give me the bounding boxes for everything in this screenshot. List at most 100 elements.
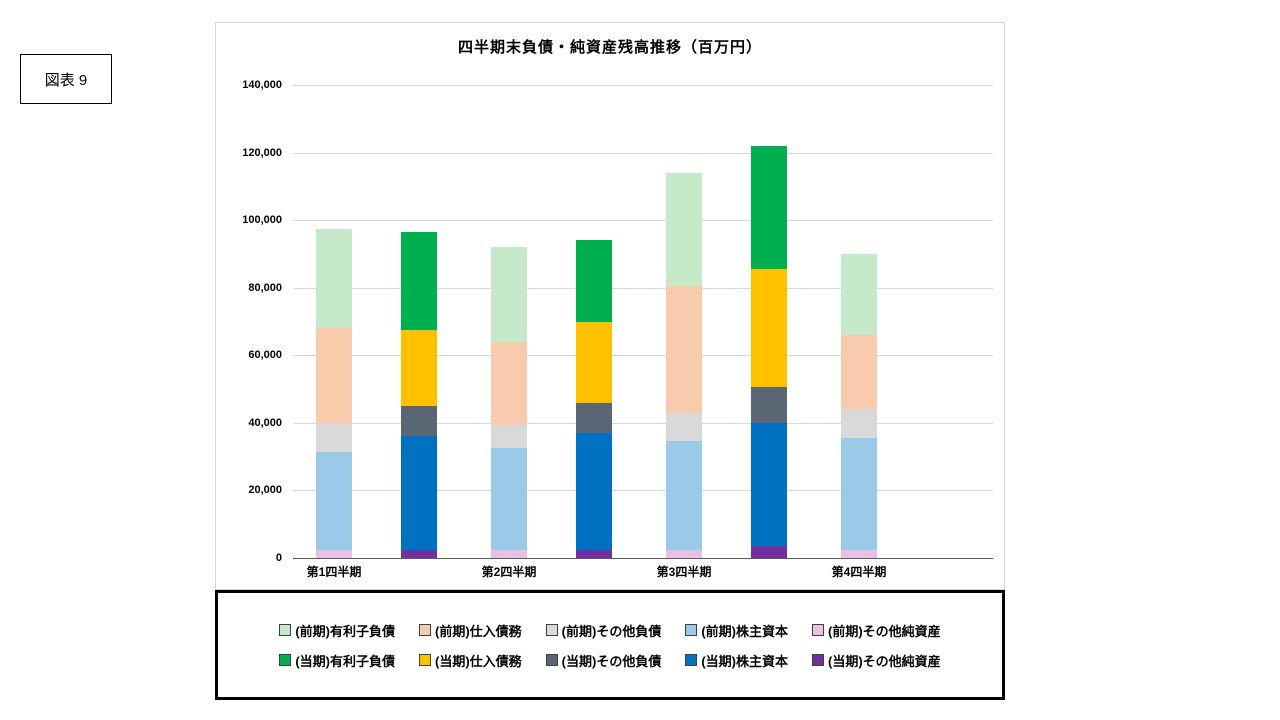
x-tick-label: 第4四半期 <box>831 565 887 579</box>
bar-segment <box>316 451 352 550</box>
figure-label-text: 図表 9 <box>44 71 88 89</box>
legend-swatch <box>279 654 292 666</box>
legend-swatch <box>279 624 292 636</box>
legend-label: (前期)その他純資産 <box>828 623 941 639</box>
bar-stack <box>491 247 527 558</box>
legend: (前期)有利子負債 (前期)仕入債務 (前期)その他負債 (前期)株主資本 (前期)その… <box>279 621 941 670</box>
legend-swatch <box>812 624 824 636</box>
bar-segment <box>666 172 702 287</box>
legend-label: (当期)その他純資産 <box>828 653 941 669</box>
legend-swatch <box>418 654 431 666</box>
x-tick-label: 第2四半期 <box>481 565 537 579</box>
gridline <box>293 422 993 424</box>
bar-stack <box>841 253 877 558</box>
legend-swatch <box>685 624 698 636</box>
legend-swatch <box>812 654 824 666</box>
bar-segment <box>576 321 612 403</box>
gridline <box>293 220 993 222</box>
bar-segment <box>401 329 437 406</box>
bar-segment <box>316 328 352 423</box>
bar-segment <box>751 546 787 558</box>
legend-item: (当期)その他負債 <box>545 651 662 670</box>
bar-segment <box>401 232 437 330</box>
bar-stack <box>666 172 702 558</box>
bar-segment <box>666 412 702 442</box>
x-tick-label: 第3四半期 <box>656 565 712 579</box>
bar-segment <box>751 387 787 423</box>
legend-swatch <box>418 624 431 636</box>
y-tick-label: 60,000 <box>248 349 282 362</box>
bar-segment <box>491 424 527 449</box>
bar-stack <box>576 240 612 558</box>
bar-segment <box>666 441 702 550</box>
legend-box: (前期)有利子負債 (前期)仕入債務 (前期)その他負債 (前期)株主資本 (前期)その… <box>215 590 1005 700</box>
legend-item: (当期)株主資本 <box>685 651 788 670</box>
bar-segment <box>316 422 352 452</box>
legend-swatch <box>545 654 558 666</box>
bar-segment <box>491 247 527 342</box>
y-tick-label: 20,000 <box>248 484 282 497</box>
bar-segment <box>401 549 437 558</box>
bar-segment <box>491 448 527 550</box>
legend-label: (前期)株主資本 <box>701 623 788 639</box>
bar-segment <box>841 549 877 558</box>
bar-segment <box>841 438 877 550</box>
y-tick-label: 80,000 <box>248 281 282 294</box>
legend-item: (当期)仕入債務 <box>418 651 522 670</box>
bar-stack <box>401 232 437 558</box>
bar-segment <box>751 422 787 547</box>
bar-segment <box>576 433 612 550</box>
bar-segment <box>576 402 612 434</box>
gridline <box>293 152 993 154</box>
legend-swatch <box>545 624 558 636</box>
legend-item: (前期)仕入債務 <box>418 621 522 640</box>
bar-segment <box>841 409 877 439</box>
legend-item: (前期)その他負債 <box>545 621 662 640</box>
bar-segment <box>491 549 527 558</box>
y-axis-labels: 0 20,000 40,000 60,000 80,000 100,000 120,000 1… <box>216 79 288 564</box>
bar-segment <box>401 436 437 550</box>
bar-segment <box>666 549 702 558</box>
legend-label: (当期)その他負債 <box>561 653 662 669</box>
y-tick-label: 140,000 <box>242 79 282 91</box>
x-axis-line <box>293 558 993 559</box>
y-tick-label: 40,000 <box>248 416 282 429</box>
legend-label: (当期)有利子負債 <box>295 653 395 669</box>
legend-item: (前期)株主資本 <box>685 621 788 640</box>
figure-label: 図表 9 <box>20 54 112 104</box>
legend-label: (前期)有利子負債 <box>295 623 395 639</box>
chart: 四半期末負債・純資産残高推移（百万円） 0 20,000 40,000 60,000 8… <box>215 22 1005 590</box>
plot-area: 第1四半期 第2四半期 第3四半期 第4四半期 <box>293 85 993 579</box>
legend-item: (前期)その他純資産 <box>812 621 941 640</box>
bar-segment <box>576 240 612 322</box>
gridline <box>293 355 993 357</box>
chart-title: 四半期末負債・純資産残高推移（百万円） <box>457 39 762 56</box>
bar-segment <box>751 145 787 270</box>
legend-item: (前期)有利子負債 <box>279 621 395 640</box>
bar-segment <box>491 341 527 425</box>
bar-segment <box>316 549 352 558</box>
legend-item: (当期)有利子負債 <box>279 651 395 670</box>
gridline <box>293 287 993 289</box>
y-tick-label: 0 <box>275 552 282 564</box>
bar-segment <box>841 253 877 336</box>
bar-segment <box>401 405 437 437</box>
legend-item: (当期)その他純資産 <box>812 651 941 670</box>
x-tick-label: 第1四半期 <box>306 565 362 579</box>
bar-segment <box>666 286 702 413</box>
legend-label: (前期)仕入債務 <box>434 623 522 639</box>
bar-segment <box>841 335 877 410</box>
bar-segment <box>576 549 612 558</box>
gridline <box>293 490 993 492</box>
gridline <box>293 85 993 86</box>
y-tick-label: 120,000 <box>242 146 282 159</box>
legend-label: (当期)仕入債務 <box>434 653 522 669</box>
legend-swatch <box>685 654 698 666</box>
legend-label: (前期)その他負債 <box>561 623 662 639</box>
bar-segment <box>316 228 352 329</box>
bar-stack <box>316 228 352 558</box>
bar-stack <box>751 145 787 558</box>
bar-segment <box>751 269 787 388</box>
y-tick-label: 100,000 <box>242 214 282 227</box>
